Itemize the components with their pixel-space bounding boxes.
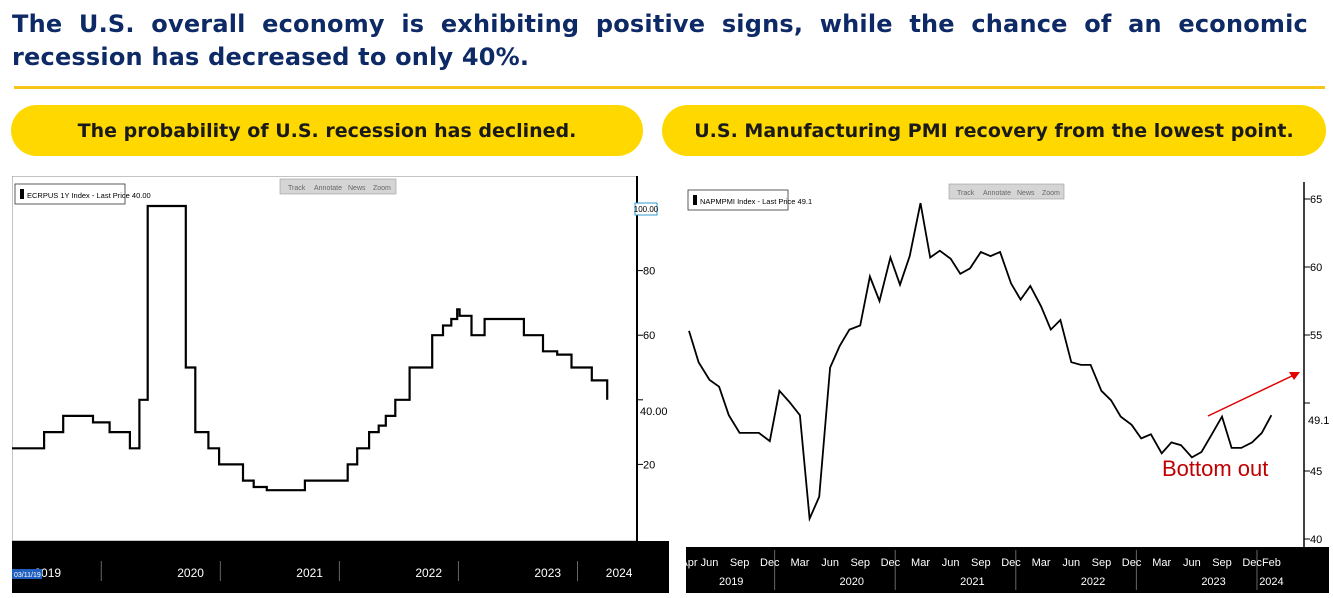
- manufacturing-pmi-chart: 40 45 55 60 65 49.1 NAPMPMI Index - Last Pri…: [686, 182, 1329, 593]
- y-tick-label: 55: [1310, 330, 1322, 342]
- top-value-label: 100.00: [634, 205, 659, 214]
- x-year-label: 2019: [719, 576, 743, 588]
- top-value-box: [634, 202, 658, 216]
- plot-area: [12, 176, 638, 542]
- pmi-series: [688, 202, 1273, 523]
- x-month-label: Feb: [1262, 557, 1281, 569]
- trend-arrow-head: [1289, 372, 1300, 380]
- x-month-label: Mar: [1032, 557, 1051, 569]
- y-tick-label: 80: [643, 266, 655, 278]
- x-year-label: 2023: [1201, 576, 1225, 588]
- x-year-label: 2022: [1081, 576, 1105, 588]
- legend-swatch: [693, 195, 697, 205]
- x-year-label: 2020: [840, 576, 864, 588]
- toolbar-annotate-button[interactable]: Annotate: [983, 190, 1011, 197]
- x-month-label: Dec: [1001, 557, 1021, 569]
- x-month-label: Dec: [1242, 557, 1262, 569]
- last-price-label: 49.1: [1308, 415, 1329, 427]
- right-chart-heading: U.S. Manufacturing PMI recovery from the…: [662, 105, 1326, 156]
- x-year-label: 2024: [1259, 576, 1283, 588]
- x-month-label: Jun: [942, 557, 960, 569]
- x-month-label: Jun: [821, 557, 839, 569]
- x-axis-panel: [12, 541, 669, 593]
- x-month-label: Jun: [1062, 557, 1080, 569]
- recession-probability-series: [12, 204, 609, 492]
- legend-box: [687, 189, 789, 211]
- y-tick-label: 45: [1310, 466, 1322, 478]
- toolbar-track-button[interactable]: Track: [957, 190, 975, 197]
- recession-probability-chart: 20 60 80 100.00 40.00 ECRPUS 1Y Index - La…: [12, 176, 669, 593]
- x-month-label: Sep: [1212, 557, 1232, 569]
- toolbar-track-button[interactable]: Track: [288, 185, 306, 192]
- x-month-label: Sep: [1092, 557, 1112, 569]
- trend-arrow: [1207, 374, 1295, 417]
- y-tick-label: 60: [643, 330, 655, 342]
- x-month-label: Jun: [701, 557, 719, 569]
- title-underline: [14, 86, 1325, 89]
- x-year-label: 2021: [960, 576, 984, 588]
- date-label: 03/11/19: [14, 572, 41, 579]
- y-axis-panel: [637, 176, 669, 541]
- x-month-label: Dec: [881, 557, 901, 569]
- legend-swatch: [20, 189, 24, 199]
- x-month-label: Sep: [971, 557, 991, 569]
- x-month-label: Apr: [686, 557, 698, 569]
- x-tick-label: 2023: [534, 566, 561, 580]
- y-axis-panel: [1304, 182, 1329, 547]
- legend-box: [14, 183, 126, 205]
- y-tick-label: 40: [1310, 534, 1322, 546]
- legend-label: NAPMPMI Index - Last Price 49.1: [700, 197, 812, 206]
- x-tick-label: 2022: [415, 566, 442, 580]
- toolbar-annotate-button[interactable]: Annotate: [314, 185, 342, 192]
- x-tick-label: 2021: [296, 566, 323, 580]
- toolbar-news-button[interactable]: News: [1017, 190, 1035, 197]
- x-tick-label: 2020: [177, 566, 204, 580]
- chart-toolbar[interactable]: Track Annotate News Zoom: [948, 183, 1065, 200]
- toolbar-zoom-button[interactable]: Zoom: [373, 185, 391, 192]
- y-tick-label: 20: [643, 459, 655, 471]
- x-axis-panel: [686, 547, 1329, 593]
- x-tick-label: 2024: [606, 566, 633, 580]
- page-title: The U.S. overall economy is exhibiting p…: [12, 10, 1308, 71]
- x-month-label: Dec: [760, 557, 780, 569]
- x-month-label: Dec: [1122, 557, 1142, 569]
- x-month-label: Mar: [911, 557, 930, 569]
- x-month-label: Mar: [1152, 557, 1171, 569]
- plot-area: [686, 182, 1304, 547]
- legend-label: ECRPUS 1Y Index - Last Price 40.00: [27, 191, 151, 200]
- toolbar-zoom-button[interactable]: Zoom: [1042, 190, 1060, 197]
- last-price-label: 40.00: [640, 406, 668, 418]
- chart-toolbar[interactable]: Track Annotate News Zoom: [279, 178, 397, 195]
- x-month-label: Jun: [1183, 557, 1201, 569]
- x-month-label: Sep: [730, 557, 750, 569]
- left-chart-heading: The probability of U.S. recession has de…: [11, 105, 643, 156]
- x-month-label: Sep: [850, 557, 870, 569]
- y-tick-label: 65: [1310, 194, 1322, 206]
- date-label-box: [12, 569, 42, 579]
- toolbar-news-button[interactable]: News: [348, 185, 366, 192]
- y-tick-label: 60: [1310, 262, 1322, 274]
- x-month-label: Mar: [790, 557, 809, 569]
- bottom-out-annotation: Bottom out: [1162, 456, 1269, 481]
